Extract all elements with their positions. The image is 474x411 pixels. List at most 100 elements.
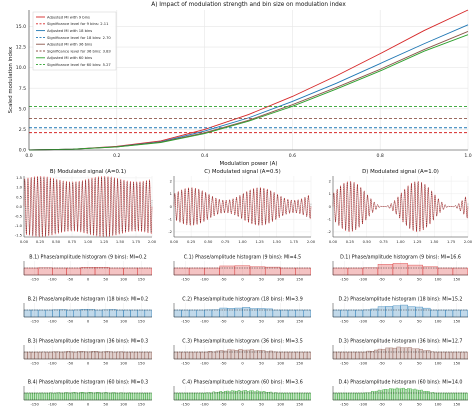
- histogram-bar: [214, 392, 218, 401]
- histogram-bar: [66, 267, 81, 276]
- histogram-bar: [348, 392, 351, 401]
- legend-box: [32, 11, 117, 71]
- histogram-bar: [276, 392, 280, 401]
- x-tick-label: 150: [138, 320, 146, 324]
- histogram-bar: [98, 392, 101, 401]
- x-tick-label: -100: [48, 403, 57, 407]
- panel-title: C) Modulated signal (A=0.5): [204, 169, 280, 175]
- histogram-bar: [347, 309, 356, 318]
- histogram-bar: [45, 351, 49, 360]
- panel-title: B.3) Phase/amplitude histogram (36 bins)…: [28, 339, 148, 345]
- histogram-bar: [204, 309, 213, 318]
- x-tick-label: -150: [30, 403, 39, 407]
- x-tick-label: 50: [259, 278, 264, 282]
- histogram-bar: [45, 309, 53, 318]
- x-tick-label: 0.75: [380, 240, 389, 244]
- histogram-bar: [124, 392, 127, 401]
- x-tick-label: 50: [103, 362, 108, 366]
- histogram-bar: [340, 351, 345, 360]
- panel-title: D.4) Phase/amplitude histogram (60 bins)…: [339, 380, 463, 386]
- histogram-bar: [377, 306, 386, 318]
- histogram-bar: [287, 309, 296, 318]
- histogram-bar: [204, 267, 220, 276]
- histogram-bar: [449, 392, 453, 401]
- histogram-bar: [384, 389, 387, 401]
- x-tick-label: -150: [340, 403, 349, 407]
- histogram-bar: [307, 351, 311, 360]
- x-tick-label: 50: [259, 320, 264, 324]
- x-tick-label: 0: [87, 278, 90, 282]
- histogram-bar: [87, 392, 91, 401]
- histogram-bar: [290, 392, 293, 401]
- x-tick-label: 0.50: [52, 240, 61, 244]
- histogram-bar: [201, 392, 204, 401]
- x-tick-label: 100: [277, 362, 285, 366]
- histogram-bar: [73, 351, 78, 360]
- histogram-bar: [425, 391, 428, 401]
- histogram-bar: [43, 392, 46, 401]
- x-tick-label: -100: [359, 362, 368, 366]
- y-tick-label: -2: [327, 230, 331, 234]
- legend-label: Adjusted MI with 9 bins: [47, 15, 90, 19]
- x-tick-label: 0.4: [201, 153, 208, 159]
- histogram-bar: [32, 392, 35, 401]
- histogram-bar: [251, 390, 254, 401]
- histogram-bar: [272, 351, 277, 360]
- histogram-bar: [362, 392, 365, 401]
- histogram-bar: [429, 392, 432, 401]
- histogram-bar: [196, 351, 201, 360]
- histogram-bar: [402, 387, 405, 401]
- histogram-bar: [149, 392, 152, 401]
- histogram-bar: [400, 347, 405, 360]
- histogram-bar: [64, 392, 67, 401]
- histogram-bar: [344, 392, 347, 401]
- x-tick-label: 150: [296, 362, 304, 366]
- histogram-bar: [194, 392, 197, 401]
- histogram-bar: [112, 351, 117, 360]
- x-tick-label: -50: [379, 362, 386, 366]
- signal-phase-line: [23, 177, 153, 236]
- legend-label: Significance level for 9 bins: 2.11: [47, 22, 108, 26]
- histogram-bar: [137, 309, 145, 318]
- y-tick-label: 0: [170, 205, 173, 209]
- series-line: [28, 34, 469, 151]
- histogram-bar: [391, 388, 394, 401]
- x-tick-label: 100: [120, 278, 128, 282]
- histogram-bar: [407, 264, 423, 276]
- x-tick-label: 0: [241, 362, 244, 366]
- histogram-bar: [75, 392, 78, 401]
- histogram-bar: [458, 392, 462, 401]
- histogram-bar: [208, 351, 213, 360]
- histogram-bar: [443, 392, 446, 401]
- histogram-bar: [116, 351, 120, 360]
- panel-title: C.3) Phase/amplitude histogram (36 bins)…: [182, 339, 303, 345]
- histogram-bar: [210, 392, 213, 401]
- x-tick-label: -150: [181, 362, 190, 366]
- x-tick-label: -100: [200, 320, 209, 324]
- x-tick-label: 0: [241, 403, 244, 407]
- histogram-bar: [94, 351, 99, 360]
- panel-title: B.4) Phase/amplitude histogram (60 bins)…: [28, 380, 148, 386]
- x-tick-label: 1.50: [273, 240, 282, 244]
- panel-title: B.1) Phase/amplitude histogram (9 bins):…: [29, 255, 146, 261]
- histogram-bar: [208, 392, 211, 401]
- panel-title: C.4) Phase/amplitude histogram (60 bins)…: [182, 380, 303, 386]
- histogram-bar: [211, 309, 220, 318]
- histogram-bar: [407, 388, 410, 401]
- legend-label: Significance level for 60 bins: 5.27: [47, 63, 111, 67]
- y-tick-label: 1: [170, 192, 172, 196]
- histogram-bar: [62, 392, 65, 401]
- histogram-bar: [445, 392, 448, 401]
- x-tick-label: -50: [220, 278, 227, 282]
- histogram-bar: [415, 306, 423, 318]
- histogram-bar: [344, 351, 348, 360]
- panel-hist-d-4: D.4) Phase/amplitude histogram (60 bins)…: [332, 380, 468, 407]
- x-tick-label: 50: [259, 362, 264, 366]
- histogram-bar: [126, 392, 129, 401]
- histogram-bar: [249, 349, 254, 360]
- x-tick-label: 0.00: [170, 240, 179, 244]
- panel-a: 0.0 0.2 0.4 0.6 0.8 1.0 0.0 2.5 5.0 7.5 10.0 12.5 15…: [8, 2, 472, 167]
- histogram-bar: [27, 351, 32, 360]
- x-tick-label: 0.8: [377, 153, 384, 159]
- histogram-bar: [102, 392, 106, 401]
